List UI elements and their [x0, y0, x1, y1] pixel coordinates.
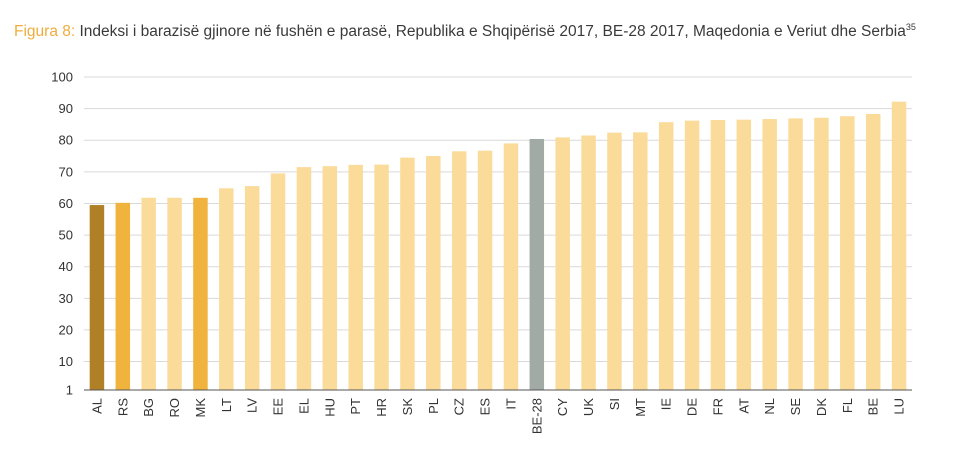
chart-title: Figura 8: Indeksi i barazisë gjinore në … — [14, 16, 964, 43]
x-tick-label: BE — [866, 398, 881, 416]
bar-mt — [633, 132, 648, 390]
y-tick-label: 70 — [59, 164, 73, 179]
bar-se — [788, 118, 803, 390]
bar-lu — [891, 101, 907, 390]
x-tick-label: LT — [219, 398, 234, 412]
x-tick-label: AL — [89, 398, 104, 414]
x-tick-label: RS — [115, 398, 130, 416]
x-tick-label: SE — [788, 398, 803, 416]
bar-fr — [710, 119, 726, 390]
x-tick-label: NL — [762, 398, 777, 415]
x-tick-label: MT — [633, 398, 648, 417]
y-tick-label: 30 — [59, 291, 73, 306]
bar-hr — [374, 164, 389, 390]
y-tick-label: 10 — [59, 354, 73, 369]
x-tick-label: CZ — [452, 398, 467, 415]
x-tick-label: MK — [193, 398, 208, 418]
x-tick-label: SI — [607, 398, 622, 410]
y-tick-label: 1 — [66, 383, 73, 398]
bar-nl — [762, 119, 777, 390]
bar-lv — [244, 186, 260, 390]
bar-cy — [555, 137, 570, 390]
y-tick-label: 80 — [59, 133, 73, 148]
x-tick-label: LV — [245, 398, 260, 413]
x-tick-label: EL — [296, 398, 311, 414]
bar-dk — [814, 117, 829, 390]
bar-es — [477, 150, 493, 390]
x-tick-label: CY — [555, 398, 570, 416]
bar-pl — [426, 156, 441, 390]
bar-sk — [400, 157, 415, 390]
bar-si — [607, 132, 622, 390]
y-tick-label: 60 — [59, 196, 73, 211]
bar-pt — [348, 164, 363, 390]
x-tick-label: HU — [322, 398, 337, 417]
bar-al — [89, 205, 105, 390]
bar-lt — [219, 188, 234, 390]
bar-be-28 — [529, 138, 545, 390]
bar-cz — [451, 151, 467, 390]
x-tick-label: LU — [892, 398, 907, 415]
y-tick-label: 40 — [59, 259, 73, 274]
x-tick-label: UK — [581, 398, 596, 416]
x-tick-label: BE-28 — [529, 398, 544, 434]
bar-ee — [270, 173, 286, 390]
y-tick-label: 20 — [59, 322, 73, 337]
x-tick-label: EE — [271, 398, 286, 416]
x-tick-label: SK — [400, 398, 415, 416]
x-tick-label: IE — [659, 398, 674, 411]
x-tick-label: AT — [736, 398, 751, 414]
bar-el — [296, 167, 312, 390]
bar-mk — [193, 197, 208, 390]
bar-ie — [658, 122, 674, 390]
bar-hu — [322, 166, 338, 390]
x-tick-label: FR — [710, 398, 725, 415]
y-tick-label: 50 — [59, 228, 73, 243]
x-tick-label: PL — [426, 398, 441, 414]
bar-at — [736, 119, 752, 390]
x-tick-label: HR — [374, 398, 389, 417]
bar-de — [684, 120, 700, 390]
x-tick-label: FL — [840, 398, 855, 413]
bar-rs — [115, 202, 131, 390]
x-tick-label: IT — [503, 398, 518, 410]
footnote-mark: 35 — [905, 22, 916, 32]
bar-be — [865, 113, 881, 390]
y-tick-label: 90 — [59, 101, 73, 116]
figure-label: Figura 8: — [14, 23, 76, 41]
bar-bg — [141, 197, 156, 390]
bar-uk — [581, 135, 596, 390]
x-tick-label: RO — [167, 398, 182, 418]
title-text: Indeksi i barazisë gjinore në fushën e p… — [79, 23, 906, 41]
x-tick-label: PT — [348, 398, 363, 415]
bar-ro — [167, 197, 182, 390]
x-tick-label: DE — [685, 398, 700, 416]
y-tick-label: 100 — [51, 70, 73, 85]
bar-fl — [840, 116, 855, 390]
x-tick-label: BG — [141, 398, 156, 417]
bar-it — [503, 143, 519, 390]
x-tick-label: ES — [478, 398, 493, 416]
x-tick-label: DK — [814, 398, 829, 416]
